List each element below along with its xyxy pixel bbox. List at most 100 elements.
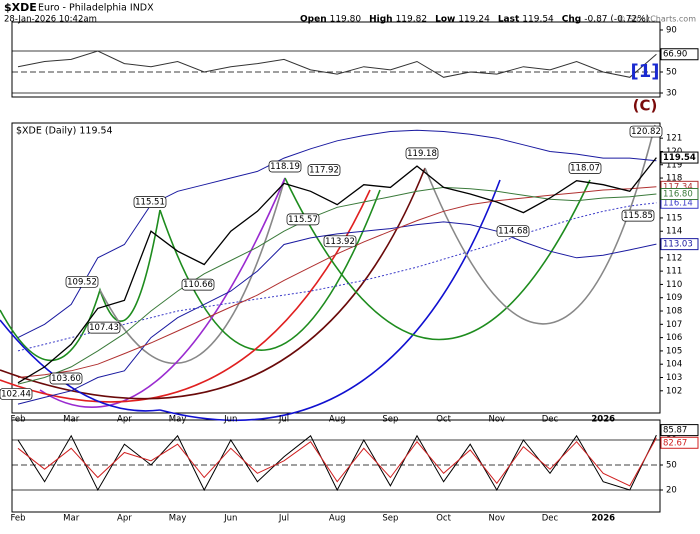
value-tag [660,238,699,251]
x-tick-label: Dec [542,514,559,524]
value-tag-label: 116.80 [663,190,693,200]
price-note: 102.44 [1,389,31,399]
value-tag-label: 117.34 [663,182,693,192]
value-tag [660,424,699,437]
x-tick-label: Dec [542,415,559,425]
quote-value: -0.87 (-0.72%) [584,15,649,25]
x-tick-label: Nov [489,415,506,425]
y-tick-label: 118 [666,174,682,184]
value-tag-label: 66.90 [663,50,687,60]
value-tag-label: 116.14 [663,198,693,208]
series-line [17,186,657,385]
price-note: 117.92 [309,166,339,176]
arc [159,189,381,351]
x-tick-label: Sep [382,514,398,524]
value-tag-label: 119.54 [663,153,696,163]
price-panel [11,122,661,414]
price-note-box [629,125,663,138]
price-note-box [405,147,439,160]
quote-label: Chg [562,15,581,25]
series-line [17,437,657,487]
price-note-box [49,372,83,385]
price-note-box [181,278,215,291]
y-tick-label: 111 [666,267,682,277]
y-tick-label: 106 [666,333,682,343]
x-tick-label: Oct [436,514,451,524]
series-line [17,157,657,384]
y-tick-label: 103 [666,373,682,383]
price-note-box [65,275,99,288]
price-note: 110.66 [183,280,213,290]
price-note: 115.57 [288,215,318,225]
panel-title: $XDE (Daily) 119.54 [16,126,113,137]
y-tick-label: 107 [666,320,682,330]
arc [0,319,161,412]
quote-value: 119.24 [458,15,490,25]
x-tick-label: 2026 [591,514,615,524]
series-line [17,434,657,492]
price-note-box [307,164,341,176]
price-note-box [286,213,320,226]
x-tick-label: Jun [223,514,237,524]
x-tick-label: Oct [436,415,451,425]
y-tick-label: 30 [666,89,677,99]
quote-label: High [369,15,392,25]
price-note-box [568,162,602,174]
price-note-box [621,209,655,222]
y-tick-label: 90 [666,25,677,35]
price-note-box [0,388,33,400]
price-note-box [87,321,121,334]
value-tag [660,436,699,449]
price-note: 115.85 [623,211,653,221]
x-tick-label: Apr [117,514,132,524]
series-line [17,50,657,78]
value-tag-label: 85.87 [663,426,687,436]
y-tick-label: 50 [666,461,677,471]
price-note: 118.07 [570,164,600,174]
x-tick-label: May [169,514,187,524]
series-line [17,221,657,405]
x-tick-label: Feb [10,514,25,524]
y-tick-label: 102 [666,386,682,396]
y-tick-label: 119 [666,160,682,170]
x-tick-label: Apr [117,415,132,425]
x-tick-label: Feb [10,415,25,425]
value-tag [660,151,699,164]
price-note: 119.18 [407,149,437,159]
quote-value: 119.54 [522,15,554,25]
symbol: $XDE [4,1,37,14]
x-tick-label: Mar [63,514,80,524]
price-note: 109.52 [67,277,97,287]
quote-label: Low [435,15,455,25]
price-note-box [133,196,167,209]
x-tick-label: Nov [489,514,506,524]
x-tick-label: Jul [278,514,289,524]
quote-label: Last [498,15,520,25]
instrument-name: Euro - Philadelphia INDX [38,3,154,14]
y-tick-label: 105 [666,346,682,356]
y-tick-label: 112 [666,253,682,263]
x-tick-label: Aug [329,514,346,524]
price-note: 114.68 [498,227,528,237]
x-tick-label: Sep [382,415,398,425]
wave-label: (C) [633,97,658,115]
arc [284,177,591,341]
y-tick-label: 114 [666,227,682,237]
quote-value: 119.80 [330,15,362,25]
price-note-box [268,160,302,173]
series-line [17,129,657,339]
value-tag [660,188,699,201]
quote-label: Open [300,15,327,25]
price-note: 118.19 [270,162,300,172]
series-line [17,202,657,352]
quote-value: 119.82 [396,15,428,25]
x-tick-label: 2026 [591,415,615,425]
y-tick-label: 20 [666,486,677,496]
y-tick-label: 104 [666,360,682,370]
price-note-box [496,225,530,238]
price-note: 115.51 [135,198,165,208]
value-tag [660,48,699,61]
price-note: 113.92 [325,237,355,247]
